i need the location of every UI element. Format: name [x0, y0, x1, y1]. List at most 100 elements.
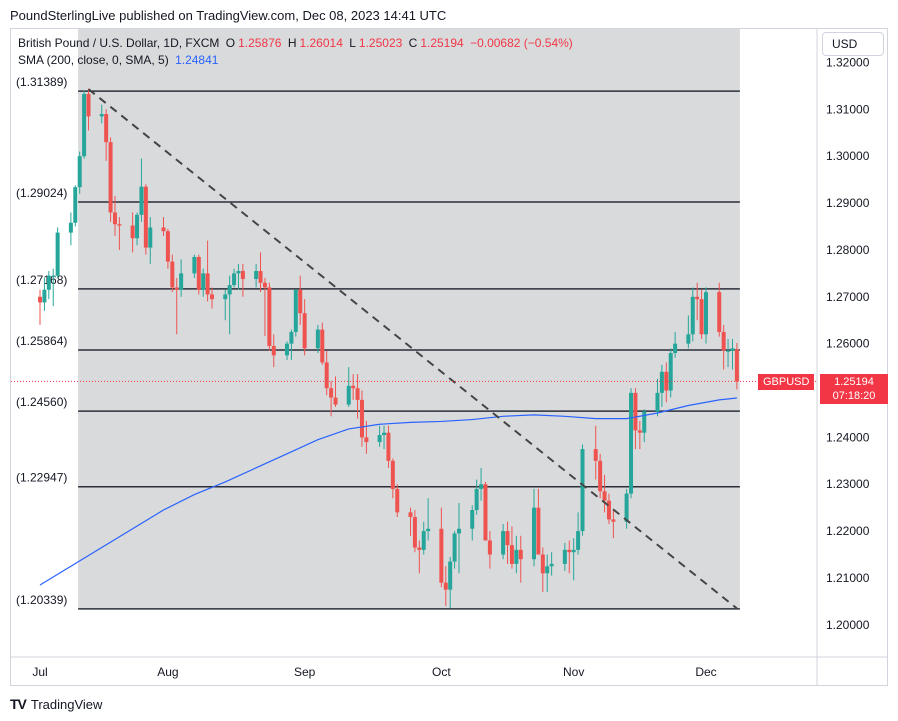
candle-body [726, 350, 731, 352]
y-tick-label: 1.24000 [826, 430, 870, 444]
candle-body [637, 430, 642, 433]
tradingview-logo[interactable]: TV TradingView [10, 696, 102, 712]
candle-body [545, 566, 550, 574]
candle-body [704, 292, 708, 335]
candle-body [598, 460, 603, 492]
candle-body [690, 296, 695, 335]
candle-body [633, 392, 638, 431]
candle-body [302, 313, 307, 349]
candle-body [51, 275, 56, 277]
candle-body [258, 271, 263, 283]
candle-body [474, 488, 479, 511]
candle-body [165, 231, 170, 262]
high-value: 1.26014 [299, 36, 343, 50]
bar-countdown: 07:18:20 [832, 390, 876, 402]
candle-body [240, 271, 245, 279]
candle-body [73, 187, 78, 223]
level-label: (1.25864) [16, 334, 67, 348]
candle-body [329, 388, 334, 398]
candle-body [346, 385, 351, 405]
trendline [87, 88, 738, 610]
candle-body [227, 285, 232, 295]
candle-body [289, 331, 294, 344]
candle-body [179, 273, 184, 290]
candle-body [686, 334, 691, 344]
candle-body [174, 287, 179, 290]
candle-body [55, 232, 60, 276]
candle-body [421, 531, 426, 550]
candle-body [417, 547, 422, 550]
candle-body [452, 533, 457, 562]
candle-body [540, 554, 545, 574]
candle-body [470, 510, 475, 529]
candle-body [734, 349, 739, 382]
candle-body [457, 528, 462, 534]
candle-body [271, 346, 276, 356]
y-tick-label: 1.23000 [826, 477, 870, 491]
candle-body [267, 287, 272, 347]
candle-body [320, 329, 325, 363]
candle-body [359, 399, 364, 438]
candle-body [86, 93, 91, 117]
candle-body [487, 540, 492, 555]
level-label: (1.24560) [16, 395, 67, 409]
candle-body [514, 549, 519, 564]
candle-body [606, 500, 611, 520]
candle-body [386, 432, 391, 461]
open-value: 1.25876 [238, 36, 282, 50]
symbol-badge: GBPUSD [758, 374, 815, 390]
candle-body [730, 348, 735, 351]
candle-body [695, 296, 700, 300]
chart-frame [10, 28, 888, 686]
candle-body [262, 282, 267, 288]
candle-body [293, 289, 298, 332]
candle-body [629, 392, 634, 494]
candle-body [333, 397, 338, 405]
candle-body [571, 549, 576, 553]
candle-body [68, 222, 73, 233]
y-tick-label: 1.22000 [826, 524, 870, 538]
sma-label: SMA (200, close, 0, SMA, 5) [18, 53, 169, 67]
candle-body [576, 531, 581, 550]
candles-group [38, 88, 739, 609]
candle-body [562, 549, 567, 564]
open-label: O [225, 36, 236, 50]
candle-body [642, 411, 647, 433]
candle-body [108, 142, 113, 213]
candle-body [479, 484, 484, 489]
x-tick-label: Oct [432, 665, 451, 679]
candle-body [673, 343, 678, 354]
change-value: −0.00682 (−0.54%) [470, 36, 573, 50]
low-value: 1.25023 [358, 36, 403, 50]
close-value: 1.25194 [420, 36, 464, 50]
currency-button[interactable]: USD [822, 32, 884, 56]
level-label: (1.31389) [16, 75, 67, 89]
y-tick-label: 1.20000 [826, 618, 870, 632]
candle-body [536, 507, 541, 555]
candle-body [659, 371, 664, 393]
y-tick-label: 1.21000 [826, 571, 870, 585]
candle-body [161, 227, 166, 232]
y-tick-label: 1.30000 [826, 149, 870, 163]
candle-body [232, 273, 237, 286]
candle-body [77, 156, 82, 188]
candle-body [210, 294, 215, 300]
candle-body [501, 531, 506, 555]
candle-body [38, 296, 42, 303]
candle-body [324, 362, 329, 389]
candle-body [351, 385, 356, 389]
high-label: H [287, 36, 297, 50]
y-tick-label: 1.29000 [826, 196, 870, 210]
candle-body [130, 225, 135, 239]
x-tick-label: Dec [695, 665, 716, 679]
candle-body [655, 392, 660, 412]
candle-body [99, 114, 104, 117]
candle-body [112, 212, 117, 225]
sma-value: 1.24841 [175, 53, 219, 67]
candle-body [531, 507, 536, 560]
candle-body [408, 512, 413, 518]
level-label: (1.22947) [16, 471, 67, 485]
candle-body [148, 227, 153, 248]
